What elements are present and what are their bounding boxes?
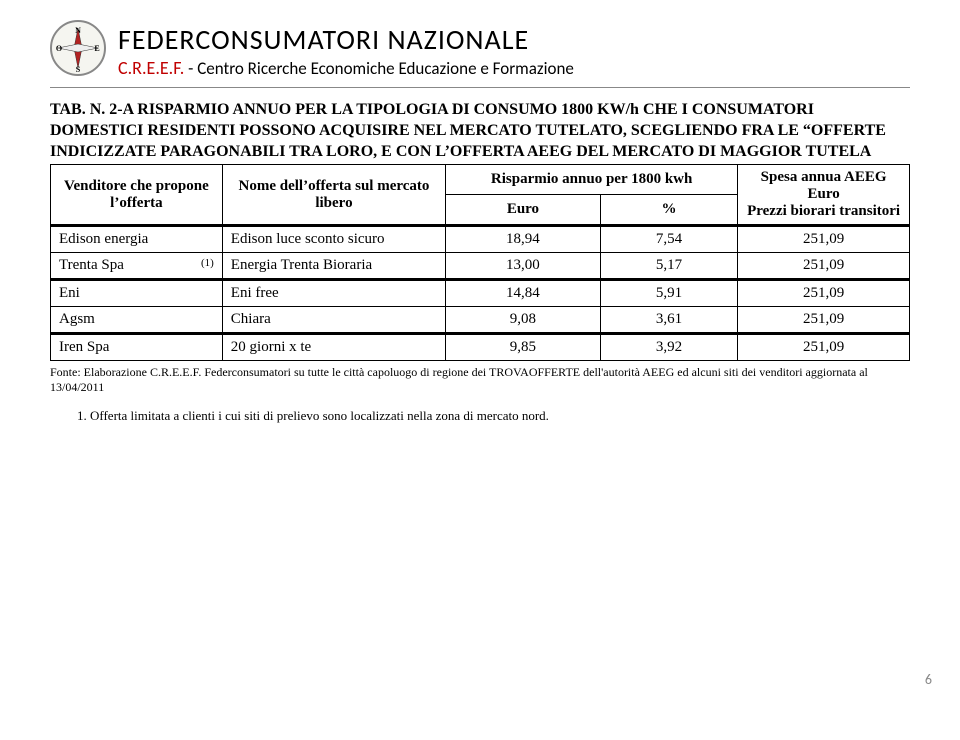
org-acronym: C.R.E.E.F. [118, 57, 184, 79]
cell-pct: 3,92 [600, 334, 737, 361]
col-euro: Euro [446, 195, 601, 226]
cell-euro: 13,00 [446, 253, 601, 280]
cell-euro: 14,84 [446, 280, 601, 307]
data-table: Venditore che propone l’offerta Nome del… [50, 164, 910, 361]
cell-offer: Edison luce sconto sicuro [222, 226, 445, 253]
col-savings: Risparmio annuo per 1800 kwh [446, 165, 738, 195]
table-row: Iren Spa20 giorni x te9,853,92251,09 [51, 334, 910, 361]
compass-w: O [56, 44, 62, 53]
cell-seller: Edison energia [51, 226, 223, 253]
col-aeeg: Spesa annua AEEG Euro Prezzi biorari tra… [738, 165, 910, 226]
compass-e: E [94, 44, 99, 53]
cell-offer: Energia Trenta Bioraria [222, 253, 445, 280]
compass-n: N [75, 26, 81, 35]
col-aeeg-sub: Prezzi biorari transitori [747, 203, 900, 219]
cell-aeeg: 251,09 [738, 280, 910, 307]
table-row: Edison energiaEdison luce sconto sicuro1… [51, 226, 910, 253]
cell-seller: Trenta Spa (1) [51, 253, 223, 280]
compass-logo-icon: N S O E [50, 20, 106, 76]
header-row-1: Venditore che propone l’offerta Nome del… [51, 165, 910, 195]
col-pct: % [600, 195, 737, 226]
cell-offer: 20 giorni x te [222, 334, 445, 361]
cell-euro: 9,08 [446, 307, 601, 334]
col-offer: Nome dell’offerta sul mercato libero [222, 165, 445, 226]
footnote-list: Offerta limitata a clienti i cui siti di… [50, 408, 910, 424]
source-note: Fonte: Elaborazione C.R.E.E.F. Federcons… [50, 365, 910, 394]
table-row: Trenta Spa (1)Energia Trenta Bioraria13,… [51, 253, 910, 280]
cell-aeeg: 251,09 [738, 253, 910, 280]
col-aeeg-top: Spesa annua AEEG Euro [761, 169, 887, 202]
cell-seller: Agsm [51, 307, 223, 334]
table-row: AgsmChiara9,083,61251,09 [51, 307, 910, 334]
cell-euro: 9,85 [446, 334, 601, 361]
cell-pct: 5,17 [600, 253, 737, 280]
footnote-1: Offerta limitata a clienti i cui siti di… [90, 408, 910, 424]
table-title: TAB. N. 2-A RISPARMIO ANNUO PER LA TIPOL… [50, 100, 910, 162]
cell-euro: 18,94 [446, 226, 601, 253]
page-header: N S O E FEDERCONSUMATORI NAZIONALE C.R.E… [50, 20, 910, 88]
cell-offer: Eni free [222, 280, 445, 307]
cell-aeeg: 251,09 [738, 226, 910, 253]
page-number: 6 [925, 671, 932, 688]
org-subtitle: - Centro Ricerche Economiche Educazione … [184, 58, 574, 79]
cell-aeeg: 251,09 [738, 307, 910, 334]
compass-s: S [76, 65, 81, 74]
cell-seller: Eni [51, 280, 223, 307]
cell-seller: Iren Spa [51, 334, 223, 361]
cell-pct: 5,91 [600, 280, 737, 307]
cell-offer: Chiara [222, 307, 445, 334]
cell-pct: 3,61 [600, 307, 737, 334]
table-row: EniEni free14,845,91251,09 [51, 280, 910, 307]
cell-aeeg: 251,09 [738, 334, 910, 361]
cell-pct: 7,54 [600, 226, 737, 253]
org-subline: C.R.E.E.F. - Centro Ricerche Economiche … [118, 57, 910, 79]
org-title: FEDERCONSUMATORI NAZIONALE [118, 22, 910, 57]
header-text-block: FEDERCONSUMATORI NAZIONALE C.R.E.E.F. - … [118, 20, 910, 79]
col-seller: Venditore che propone l’offerta [51, 165, 223, 226]
